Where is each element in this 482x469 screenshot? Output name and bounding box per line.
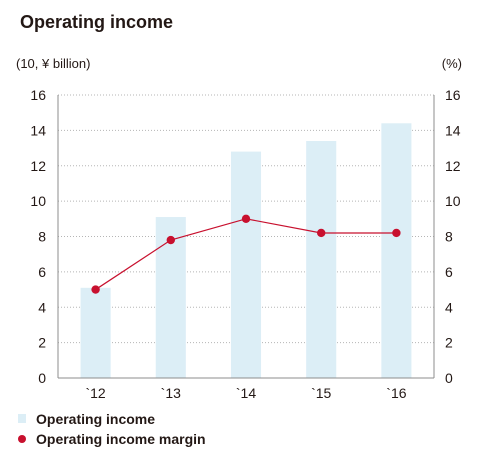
- bar: [80, 287, 111, 378]
- y-tick-label-left: 2: [38, 335, 46, 351]
- tick-labels: 0 0 2 2 4 4 6 6 8 8 10 10 12 12 14 14 16 16 `12 `13 `14 `15 `1…: [30, 87, 460, 401]
- y-tick-label-left: 8: [38, 229, 46, 245]
- bar: [381, 123, 412, 378]
- y-tick-label-left: 0: [38, 370, 46, 386]
- x-tick-label: `16: [386, 385, 406, 401]
- y-tick-label-left: 6: [38, 264, 46, 280]
- y-tick-label-left: 16: [30, 87, 46, 103]
- legend-line-label: Operating income margin: [36, 431, 206, 447]
- y-tick-label-right: 6: [445, 264, 453, 280]
- x-tick-label: `12: [85, 385, 105, 401]
- y-tick-label-right: 4: [445, 299, 453, 315]
- line-point: [166, 235, 175, 245]
- y-tick-label-left: 14: [30, 122, 46, 138]
- bar-series: [80, 123, 412, 378]
- y-tick-label-right: 2: [445, 335, 453, 351]
- left-axis-label: (10, ¥ billion): [16, 56, 90, 71]
- y-tick-label-right: 10: [445, 193, 461, 209]
- y-tick-label-left: 10: [30, 193, 46, 209]
- legend-bar-label: Operating income: [36, 411, 155, 427]
- bar: [306, 140, 337, 378]
- line-point: [317, 228, 326, 238]
- y-tick-label-right: 8: [445, 229, 453, 245]
- legend: Operating income Operating income margin: [18, 411, 206, 447]
- x-tick-label: `15: [311, 385, 331, 401]
- line-point: [241, 214, 251, 224]
- y-tick-label-right: 12: [445, 158, 461, 174]
- y-tick-label-right: 16: [445, 87, 461, 103]
- axes: [57, 95, 435, 379]
- y-tick-label-right: 14: [445, 122, 461, 138]
- line-point: [91, 285, 100, 294]
- y-tick-label-left: 12: [30, 158, 46, 174]
- y-tick-label-right: 0: [445, 370, 453, 386]
- bar: [230, 151, 262, 378]
- legend-bar-swatch: [18, 414, 26, 423]
- x-tick-label: `14: [236, 385, 256, 401]
- right-axis-label: (%): [442, 56, 462, 71]
- x-tick-label: `13: [161, 385, 181, 401]
- chart-title: Operating income: [20, 12, 174, 32]
- line-series: [91, 214, 401, 294]
- legend-line-swatch: [18, 435, 26, 443]
- y-tick-label-left: 4: [38, 299, 46, 315]
- line-point: [392, 228, 401, 238]
